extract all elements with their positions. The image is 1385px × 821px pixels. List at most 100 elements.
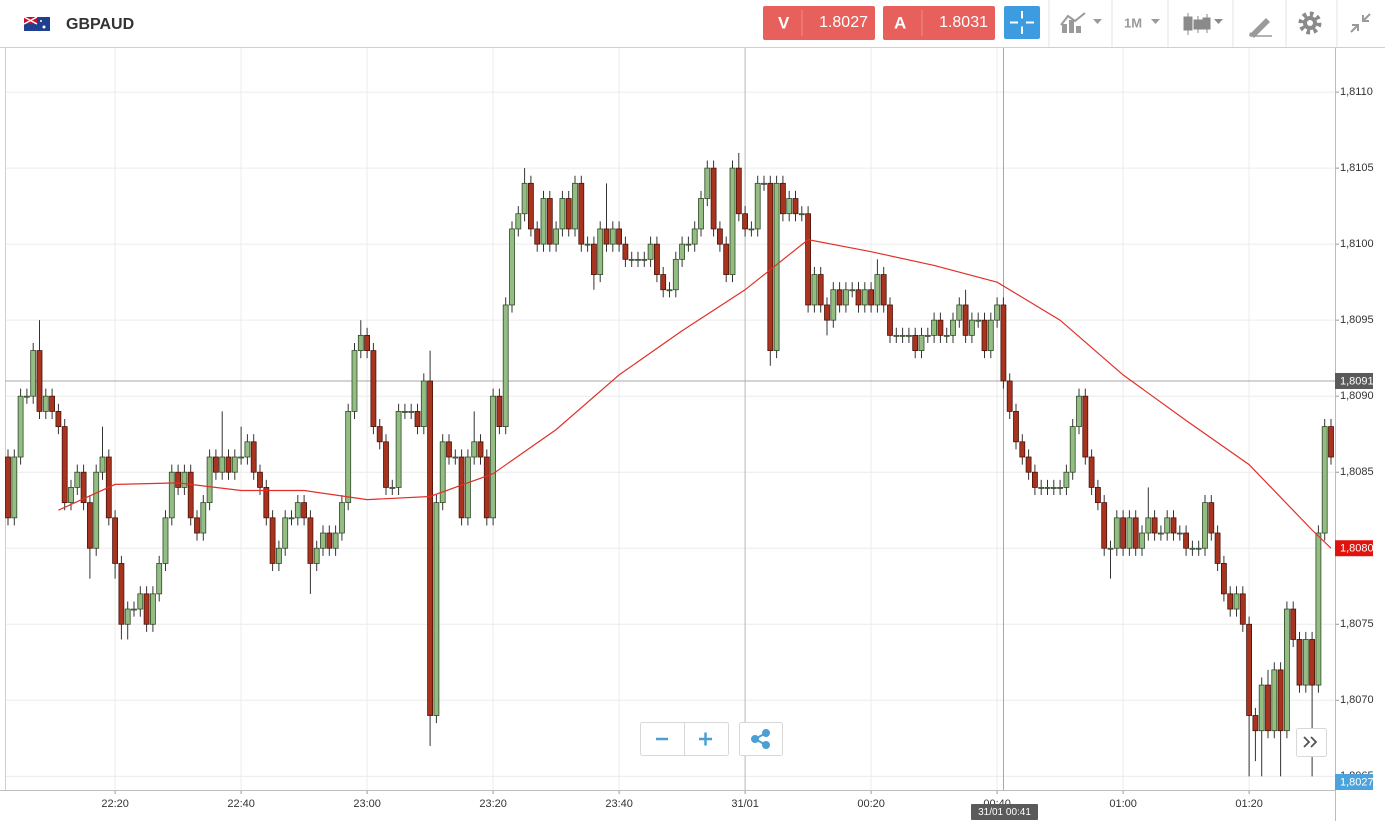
x-tick-label: 01:00 — [1109, 798, 1137, 810]
candle-body — [742, 213, 748, 230]
axis-labels: 1,80651,80701,80751,80801,80851,80901,80… — [101, 86, 1374, 820]
candle-body — [1328, 426, 1334, 458]
buy-label[interactable]: A — [894, 13, 906, 32]
candle-body — [1132, 517, 1139, 549]
timeframe-button[interactable]: 1M — [1124, 15, 1160, 30]
candle-body — [332, 532, 339, 549]
candle-body — [924, 334, 931, 337]
candle-body — [471, 441, 478, 458]
candle-body — [61, 426, 68, 504]
candle-body — [156, 563, 163, 595]
candle-body — [1019, 441, 1026, 458]
candle-body — [1258, 684, 1265, 732]
candle-body — [546, 198, 553, 245]
candle-body — [345, 410, 352, 504]
candle-body — [452, 456, 459, 459]
candle-body — [93, 471, 100, 549]
candle-body — [1252, 715, 1259, 732]
crosshair-time-label: 31/01 00:41 — [978, 807, 1031, 818]
candle-body — [553, 228, 559, 245]
candle-body — [1296, 639, 1303, 686]
x-tick-label: 00:20 — [857, 798, 885, 810]
candle-body — [609, 228, 616, 245]
candle-body — [414, 410, 421, 428]
y-tick-label: 1,8105 — [1340, 162, 1374, 174]
candle-body — [1227, 593, 1234, 610]
candle-body — [1044, 487, 1051, 489]
candle-body — [887, 304, 893, 336]
candle-body — [143, 593, 150, 625]
axis-price-label-bg — [1335, 774, 1373, 790]
candle-body — [1126, 517, 1133, 549]
candle-body — [704, 167, 711, 199]
draw-tool-button[interactable] — [1249, 18, 1272, 38]
buy-button[interactable]: A 1.8031 — [883, 6, 995, 40]
candle-body — [874, 274, 881, 306]
share-button[interactable] — [739, 722, 783, 756]
collapse-button[interactable] — [1350, 13, 1371, 33]
candle-body — [263, 487, 270, 519]
candle-body — [786, 198, 793, 215]
candle-body — [861, 289, 868, 306]
candle-body — [805, 213, 811, 306]
x-tick-label: 22:20 — [101, 798, 129, 810]
buy-price[interactable]: 1.8031 — [939, 14, 988, 31]
zoom-in[interactable] — [699, 732, 712, 746]
scroll-right-button[interactable] — [1296, 728, 1327, 757]
candle-body — [1006, 380, 1013, 412]
candle-body — [773, 182, 780, 351]
candle-body — [351, 350, 358, 412]
x-tick-label: 22:40 — [227, 798, 255, 810]
crosshair-button[interactable] — [1004, 6, 1040, 39]
y-tick-label: 1,8095 — [1340, 314, 1374, 326]
candle-body — [565, 198, 572, 230]
candle-body — [206, 456, 213, 504]
candle-body — [899, 334, 906, 337]
chart-type-button[interactable] — [1060, 12, 1102, 33]
candle-body — [1189, 547, 1196, 550]
settings-button[interactable] — [1298, 11, 1322, 35]
candle-body — [427, 380, 434, 716]
candle-body — [458, 456, 465, 519]
candle-body — [868, 289, 874, 306]
sell-button-bg[interactable] — [763, 6, 875, 40]
candle-type-button[interactable] — [1183, 13, 1223, 35]
buy-button-bg[interactable] — [883, 6, 995, 40]
candle-body — [591, 243, 597, 275]
candle-body — [131, 608, 137, 611]
candle-body — [622, 243, 629, 260]
candle-body — [1025, 456, 1032, 473]
candle-body — [893, 334, 900, 337]
crosshair-price-label-bg — [1335, 372, 1373, 389]
candle-body — [931, 319, 937, 336]
candle-body — [1214, 532, 1221, 564]
candle-body — [969, 319, 975, 336]
candle-body — [225, 456, 232, 473]
candle-body — [112, 517, 118, 564]
candle-body — [502, 304, 509, 428]
candle-body — [1139, 532, 1145, 549]
candle-body — [660, 274, 667, 291]
candle-body — [1120, 517, 1126, 549]
zoom-controls[interactable] — [640, 722, 783, 756]
sell-price[interactable]: 1.8027 — [819, 14, 868, 31]
candle-body — [238, 456, 245, 459]
ma-price-label-bg — [1335, 540, 1373, 557]
candle-body — [1000, 304, 1007, 382]
candle-body — [23, 395, 30, 398]
sell-button[interactable]: V 1.8027 — [763, 6, 875, 40]
candle-body — [17, 395, 24, 458]
candle-body — [175, 471, 182, 488]
candle-body — [780, 182, 786, 215]
candle-body — [68, 487, 74, 504]
timeframe[interactable]: 1M — [1124, 15, 1142, 30]
y-tick-label: 1,8090 — [1340, 390, 1374, 402]
candle-body — [1239, 593, 1246, 625]
candle-body — [918, 334, 925, 351]
candle-body — [395, 410, 402, 488]
sell-label[interactable]: V — [778, 13, 790, 32]
candle-body — [528, 182, 534, 230]
candle-body — [1069, 426, 1076, 473]
candle-body — [792, 198, 799, 215]
candle-body — [710, 167, 717, 230]
